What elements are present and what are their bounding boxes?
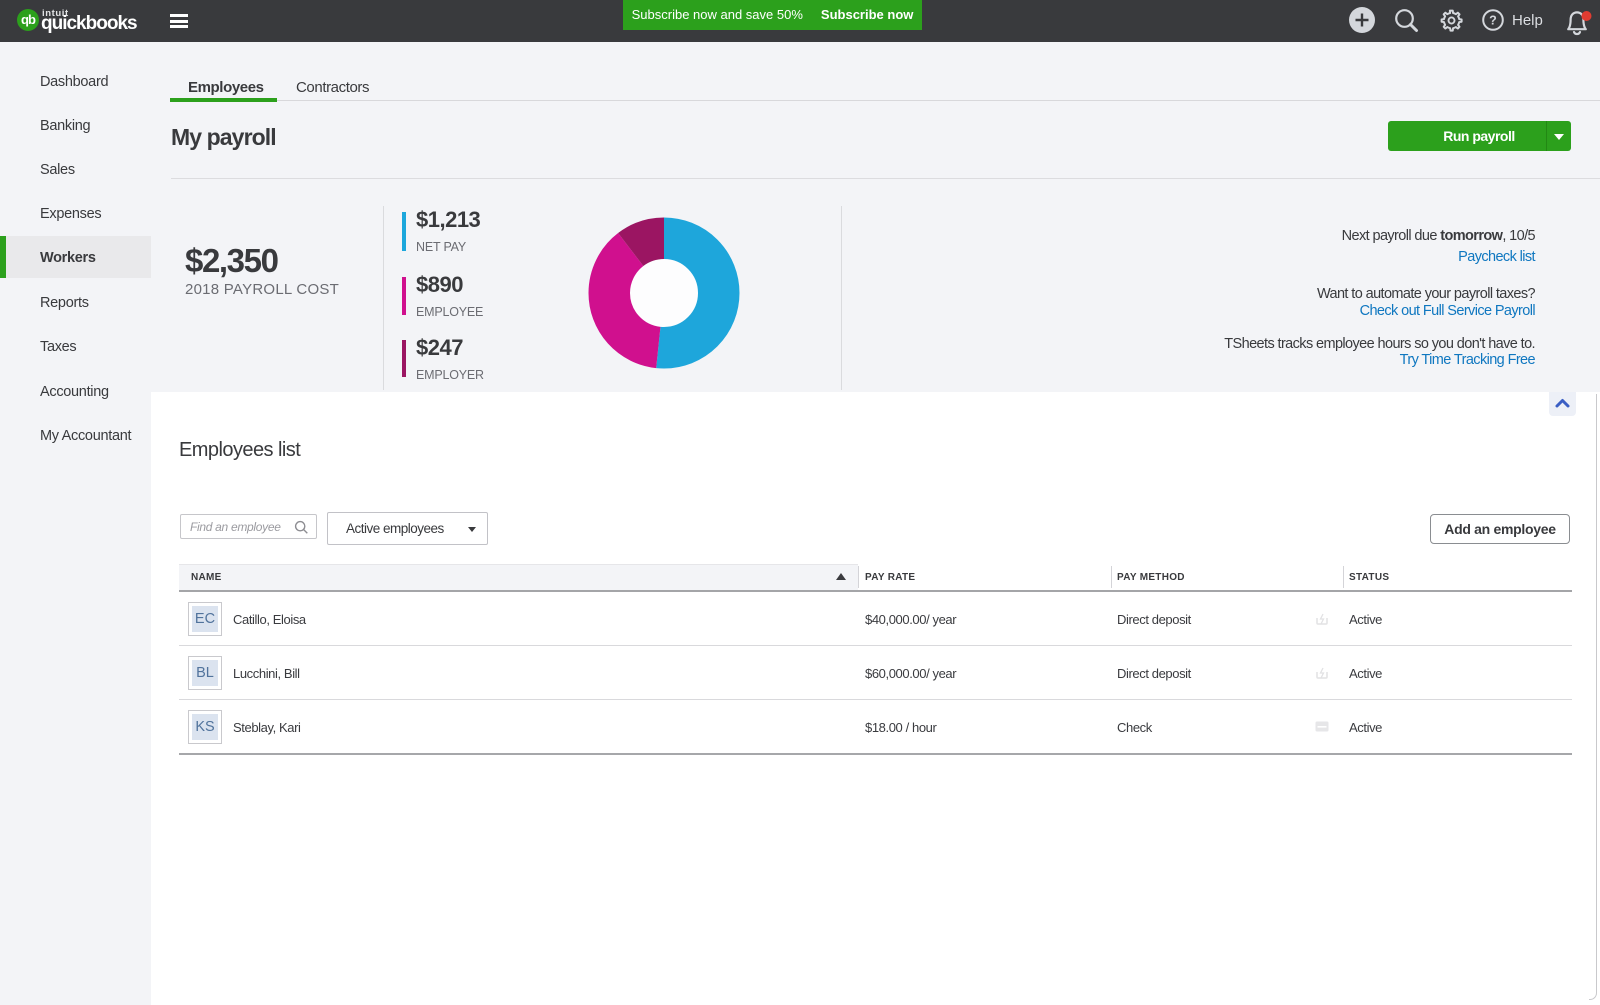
svg-text:?: ?	[1489, 14, 1497, 28]
